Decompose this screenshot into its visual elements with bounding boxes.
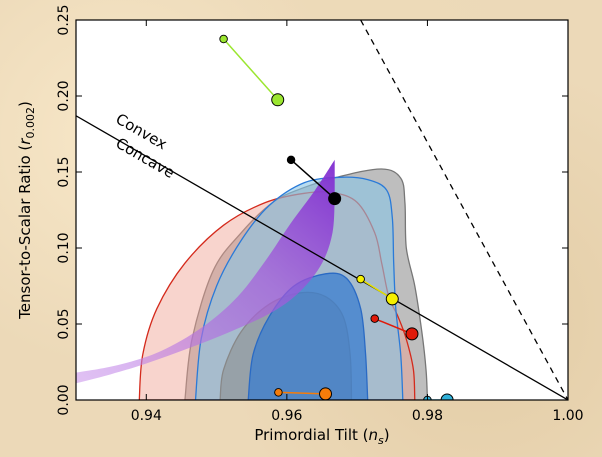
- model-series: [219, 34, 454, 400]
- series-0-point-small: [219, 34, 228, 44]
- series-0-point-large: [271, 93, 285, 107]
- y-axis-label: Tensor-to-Scalar Ratio (r0.002): [16, 101, 37, 320]
- x-tick-label-3: 1.00: [552, 408, 583, 424]
- reference-lines: [76, 20, 568, 400]
- y-axis-label-text: Tensor-to-Scalar Ratio (: [16, 145, 34, 320]
- y-axis-symbol: r: [16, 138, 34, 145]
- y-tick-label-4: 0.20: [56, 80, 72, 111]
- y-axis-close: ): [16, 101, 34, 107]
- series-4-point-large: [319, 387, 333, 400]
- series-1-connector: [290, 159, 336, 200]
- series-3-connector: [374, 317, 413, 335]
- series-1-point-small: [286, 155, 296, 165]
- line-convex-concave-boundary: [76, 115, 568, 400]
- x-axis-symbol: n: [369, 426, 379, 444]
- series-3-point-large: [405, 327, 419, 341]
- series-2-point-small: [356, 274, 365, 284]
- plot-frame: [75, 19, 569, 401]
- y-tick-label-3: 0.15: [56, 156, 72, 187]
- purple-band-layer: [76, 159, 335, 384]
- x-axis-label: Primordial Tilt (ns): [254, 426, 389, 447]
- purple-band: [76, 159, 335, 384]
- y-tick-label-5: 0.25: [56, 4, 72, 35]
- series-4-connector: [278, 391, 326, 395]
- series-4-point-small: [274, 388, 283, 397]
- y-axis-subscript: 0.002: [24, 107, 37, 139]
- series-1-point-large: [328, 192, 342, 206]
- x-axis-close: ): [384, 426, 390, 444]
- series-3-point-small: [370, 314, 379, 323]
- x-axis-label-text: Primordial Tilt (: [254, 426, 368, 444]
- series-2-point-large: [385, 292, 399, 306]
- x-axis-subscript: s: [378, 434, 384, 447]
- x-tick-label-0: 0.94: [131, 408, 162, 424]
- series-5-point-large: [440, 393, 454, 400]
- series-0-connector: [223, 38, 279, 101]
- y-tick-label-2: 0.10: [56, 232, 72, 263]
- x-tick-label-1: 0.96: [271, 408, 302, 424]
- axis-ticks: 0.94 0.96 0.98 1.00 0.00 0.05 0.10 0.15 0.20 0.25: [56, 4, 584, 424]
- y-tick-label-0: 0.00: [56, 384, 72, 415]
- x-tick-label-2: 0.98: [412, 408, 443, 424]
- y-tick-label-1: 0.05: [56, 308, 72, 339]
